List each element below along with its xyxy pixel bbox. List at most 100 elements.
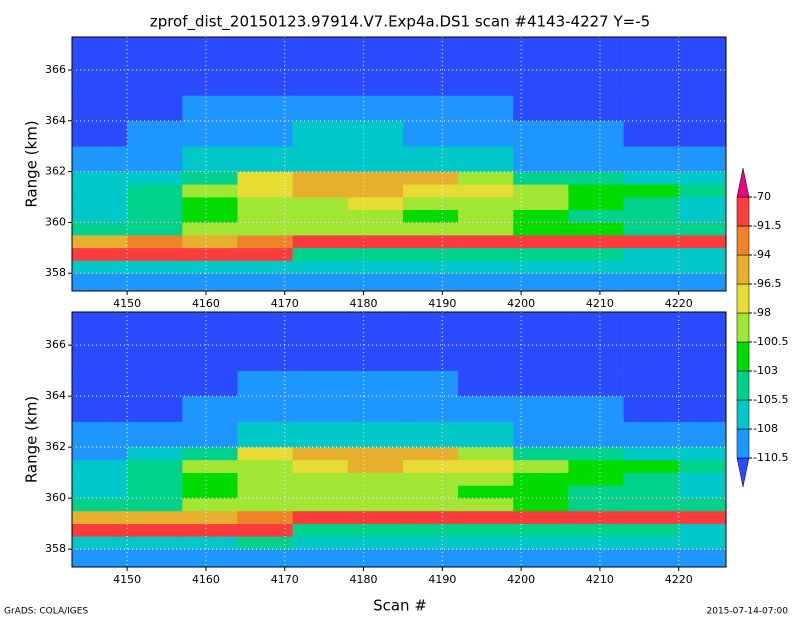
x-tick-label: 4170	[271, 297, 299, 310]
heat-cell	[127, 95, 183, 122]
heat-cell	[347, 222, 404, 236]
heat-cell	[458, 184, 514, 198]
heat-cell	[568, 260, 624, 274]
heat-cell	[127, 421, 183, 448]
x-tick-label: 4210	[586, 297, 614, 310]
heat-cell	[678, 120, 727, 147]
heat-cell	[678, 197, 727, 211]
colorbar-label: -103	[753, 364, 778, 377]
heat-cell	[513, 549, 569, 568]
heat-cell	[72, 37, 128, 71]
heat-cell	[347, 235, 404, 249]
heat-cell	[402, 260, 459, 274]
x-axis-label: Scan #	[373, 597, 427, 615]
heat-cell	[127, 549, 183, 568]
heat-cell	[513, 184, 569, 198]
heat-cell	[513, 472, 569, 486]
heat-cell	[347, 260, 404, 274]
heat-cell	[127, 171, 183, 185]
heat-cell	[292, 184, 349, 198]
heat-cell	[402, 184, 459, 198]
heat-cell	[513, 312, 569, 346]
heat-cell	[72, 396, 128, 422]
heat-cell	[678, 70, 727, 96]
heat-cell	[72, 235, 128, 249]
heat-cell	[513, 197, 569, 211]
heat-cell	[292, 549, 349, 568]
heat-cell	[623, 312, 680, 346]
heat-cell	[678, 447, 727, 461]
heat-cell	[513, 536, 569, 550]
heat-cell	[237, 184, 293, 198]
heat-cell	[292, 37, 349, 71]
heat-cell	[182, 421, 238, 448]
heat-cell	[678, 345, 727, 371]
heat-cell	[568, 95, 624, 122]
colorbar-segment	[736, 312, 750, 343]
heat-cell	[623, 549, 680, 568]
chart-title: zprof_dist_20150123.97914.V7.Exp4a.DS1 s…	[150, 13, 650, 32]
footer-right: 2015-07-14-07:00	[707, 607, 789, 617]
heat-cell	[72, 120, 128, 147]
heat-cell	[237, 197, 293, 211]
heat-cell	[182, 370, 238, 397]
heat-cell	[458, 396, 514, 422]
heat-cell	[568, 247, 624, 261]
heat-cell	[127, 209, 183, 223]
heat-cell	[458, 523, 514, 537]
heat-cell	[568, 396, 624, 422]
heat-cell	[568, 498, 624, 512]
heat-cell	[237, 95, 293, 122]
heat-cell	[623, 370, 680, 397]
heat-cell	[568, 171, 624, 185]
heat-cell	[182, 197, 238, 211]
heat-cell	[347, 447, 404, 461]
heat-cell	[458, 70, 514, 96]
heat-cell	[458, 209, 514, 223]
heat-cell	[568, 510, 624, 524]
heat-cell	[292, 459, 349, 473]
heat-cell	[568, 146, 624, 172]
heat-cell	[568, 472, 624, 486]
heat-cell	[678, 370, 727, 397]
heat-cell	[402, 312, 459, 346]
heat-cell	[292, 523, 349, 537]
colorbar-label: -108	[753, 422, 778, 435]
heat-cell	[678, 247, 727, 261]
heat-cell	[347, 498, 404, 512]
x-tick-label: 4200	[507, 297, 535, 310]
heat-cell	[292, 370, 349, 397]
heat-cell	[623, 345, 680, 371]
heat-cell	[347, 472, 404, 486]
heat-cell	[623, 247, 680, 261]
heat-cell	[237, 222, 293, 236]
heat-cell	[568, 209, 624, 223]
heat-cell	[402, 273, 459, 292]
y-tick-label: 364	[45, 389, 66, 402]
heat-cell	[678, 273, 727, 292]
y-tick-label: 360	[45, 491, 66, 504]
x-tick-label: 4220	[665, 573, 693, 586]
heat-cell	[623, 222, 680, 236]
x-tick-label: 4210	[586, 573, 614, 586]
heat-cell	[347, 37, 404, 71]
heat-cell	[127, 120, 183, 147]
heat-cell	[347, 459, 404, 473]
heat-cell	[182, 209, 238, 223]
x-tick-label: 4160	[192, 297, 220, 310]
heat-cell	[127, 536, 183, 550]
heat-cell	[678, 485, 727, 499]
heat-cell	[237, 523, 293, 537]
heat-cell	[623, 485, 680, 499]
heat-cell	[402, 146, 459, 172]
x-tick-label: 4190	[428, 297, 456, 310]
heat-cell	[347, 146, 404, 172]
heat-cell	[623, 536, 680, 550]
heat-cell	[402, 345, 459, 371]
heat-cell	[127, 312, 183, 346]
heat-cell	[237, 146, 293, 172]
heat-cell	[458, 345, 514, 371]
heat-cell	[182, 312, 238, 346]
heat-cell	[678, 37, 727, 71]
heat-cell	[127, 345, 183, 371]
